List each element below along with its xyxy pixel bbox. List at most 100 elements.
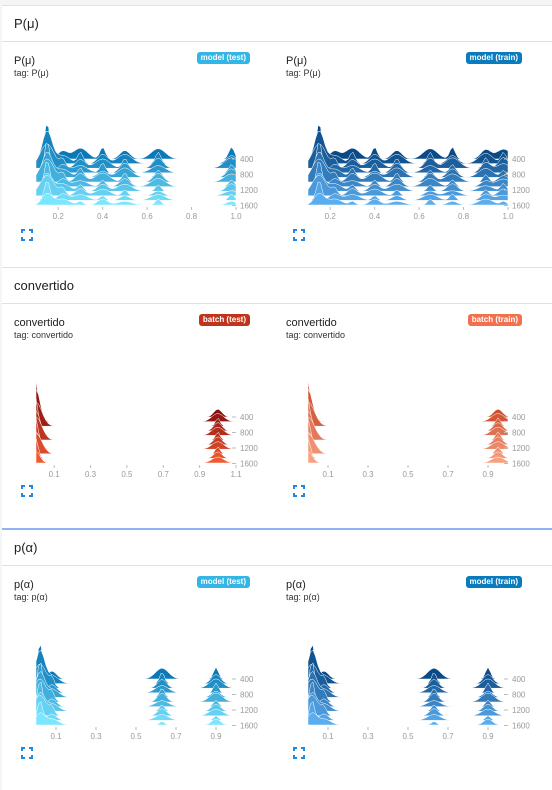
histogram-ridge bbox=[307, 124, 509, 160]
x-axis-tick-label: 0.6 bbox=[142, 212, 154, 221]
histogram-ridge bbox=[35, 388, 237, 422]
run-badge: model (train) bbox=[465, 576, 522, 588]
y-axis-tick-label: 400 bbox=[240, 413, 254, 422]
histogram-ridge bbox=[35, 701, 236, 721]
section-header[interactable]: P(μ) bbox=[2, 6, 552, 42]
x-axis-tick-label: 0.3 bbox=[85, 470, 97, 479]
x-axis-tick-label: 0.9 bbox=[210, 732, 222, 741]
histogram-ridge bbox=[307, 380, 509, 418]
histogram-ridge bbox=[35, 181, 237, 201]
histogram-chart: 0.1 0.3 0.5 0.7 0.9 400 800 1200 1600 bbox=[307, 380, 530, 479]
card-title: P(μ) bbox=[286, 55, 308, 67]
x-axis-tick-label: 0.9 bbox=[194, 470, 206, 479]
histogram-ridge bbox=[35, 678, 237, 703]
x-axis-tick-label: 0.4 bbox=[369, 212, 381, 221]
histogram-ridge bbox=[35, 380, 236, 418]
section-header[interactable]: convertido bbox=[2, 268, 552, 304]
histogram-ridge bbox=[35, 663, 237, 689]
y-axis-tick-label: 800 bbox=[512, 429, 526, 438]
histogram-ridge bbox=[35, 432, 236, 455]
run-badge: model (train) bbox=[465, 52, 522, 64]
histogram-ridge bbox=[307, 181, 509, 201]
histogram-ridge bbox=[307, 158, 509, 183]
x-axis-tick-label: 0.2 bbox=[53, 212, 65, 221]
x-axis-tick-label: 0.7 bbox=[442, 732, 454, 741]
histogram-ridge bbox=[307, 451, 509, 464]
y-axis-tick-label: 1200 bbox=[240, 444, 258, 453]
y-axis-tick-label: 1200 bbox=[512, 444, 530, 453]
x-axis-tick-label: 0.5 bbox=[121, 470, 133, 479]
y-axis-tick-label: 1200 bbox=[240, 186, 258, 195]
card-title: p(α) bbox=[286, 579, 306, 591]
y-axis-tick-label: 1600 bbox=[512, 460, 530, 469]
y-axis-tick-label: 1600 bbox=[240, 460, 258, 469]
histogram-card: P(μ) tag: P(μ) model (train) 0.2 0.4 0.6 0.… bbox=[274, 43, 546, 263]
x-axis-tick-label: 0.4 bbox=[97, 212, 109, 221]
histogram-card: p(α) tag: p(α) model (test) 0.1 0.3 0.5 0.7… bbox=[2, 567, 274, 787]
histogram-ridge bbox=[307, 388, 509, 422]
x-axis-tick-label: 1.1 bbox=[230, 470, 242, 479]
x-axis-tick-label: 0.3 bbox=[362, 732, 374, 741]
histogram-ridge bbox=[35, 670, 236, 698]
histogram-ridge bbox=[35, 401, 236, 427]
y-axis-tick-label: 400 bbox=[240, 675, 254, 684]
y-axis-tick-label: 1600 bbox=[240, 722, 258, 731]
x-axis-tick-label: 0.1 bbox=[322, 732, 334, 741]
histogram-ridge bbox=[35, 450, 237, 464]
card-tag: tag: p(α) bbox=[286, 592, 320, 602]
histogram-ridge bbox=[35, 644, 236, 680]
x-axis-tick-label: 0.8 bbox=[458, 212, 470, 221]
card-title: P(μ) bbox=[14, 55, 36, 67]
histogram-ridge bbox=[307, 398, 509, 432]
histogram-ridge bbox=[307, 644, 508, 680]
histogram-card: p(α) tag: p(α) model (train) 0.1 0.3 0.5 0.… bbox=[274, 567, 546, 787]
x-axis-tick-label: 0.5 bbox=[402, 732, 414, 741]
histogram-chart: 0.1 0.3 0.5 0.7 0.9 400 800 1200 1600 bbox=[35, 644, 258, 741]
x-axis-tick-label: 1.0 bbox=[502, 212, 514, 221]
card-tag: tag: P(μ) bbox=[286, 68, 321, 78]
section-p-mu: P(μ) P(μ) tag: P(μ) model (test) 0.2 0.4 0… bbox=[2, 5, 552, 267]
section-p-alpha: p(α) p(α) tag: p(α) model (test) 0.1 0.3 0… bbox=[2, 528, 552, 790]
expand-icon[interactable] bbox=[293, 747, 305, 759]
expand-icon[interactable] bbox=[21, 485, 33, 497]
expand-icon[interactable] bbox=[293, 485, 305, 497]
y-axis-tick-label: 1200 bbox=[240, 706, 258, 715]
x-axis-tick-label: 0.1 bbox=[49, 470, 61, 479]
histogram-ridge bbox=[307, 701, 508, 721]
histogram-chart: 0.2 0.4 0.6 0.8 1.0 400 800 1200 1600 bbox=[307, 124, 530, 221]
card-tag: tag: p(α) bbox=[14, 592, 48, 602]
histogram-ridge bbox=[35, 430, 237, 450]
x-axis-tick-label: 0.9 bbox=[482, 470, 494, 479]
histogram-ridge bbox=[307, 401, 509, 427]
histogram-ridge bbox=[307, 438, 509, 459]
x-axis-tick-label: 0.3 bbox=[90, 732, 102, 741]
histogram-ridge bbox=[307, 678, 509, 703]
y-axis-tick-label: 800 bbox=[240, 429, 254, 438]
histogram-ridge bbox=[307, 432, 509, 455]
histogram-ridge bbox=[307, 192, 509, 206]
x-axis-tick-label: 0.8 bbox=[186, 212, 198, 221]
run-badge: model (test) bbox=[196, 52, 250, 64]
x-axis-tick-label: 0.7 bbox=[442, 470, 454, 479]
section-header[interactable]: p(α) bbox=[2, 530, 552, 566]
x-axis-tick-label: 0.7 bbox=[170, 732, 182, 741]
histogram-ridge bbox=[35, 695, 237, 717]
expand-icon[interactable] bbox=[21, 747, 33, 759]
histogram-ridge bbox=[35, 175, 237, 197]
histogram-ridge bbox=[307, 695, 509, 717]
expand-icon[interactable] bbox=[293, 229, 305, 241]
y-axis-tick-label: 1600 bbox=[240, 202, 258, 211]
y-axis-tick-label: 800 bbox=[512, 171, 526, 180]
histogram-ridge bbox=[35, 124, 237, 160]
y-axis-tick-label: 800 bbox=[512, 691, 526, 700]
histogram-card: P(μ) tag: P(μ) model (test) 0.2 0.4 0.6 0.8… bbox=[2, 43, 274, 263]
y-axis-tick-label: 1600 bbox=[512, 722, 530, 731]
expand-icon[interactable] bbox=[21, 229, 33, 241]
card-title: convertido bbox=[14, 317, 65, 329]
y-axis-tick-label: 1200 bbox=[512, 706, 530, 715]
x-axis-tick-label: 0.9 bbox=[482, 732, 494, 741]
histogram-ridge bbox=[35, 418, 236, 445]
x-axis-tick-label: 0.1 bbox=[50, 732, 62, 741]
y-axis-tick-label: 1200 bbox=[512, 186, 530, 195]
x-axis-tick-label: 0.5 bbox=[130, 732, 142, 741]
